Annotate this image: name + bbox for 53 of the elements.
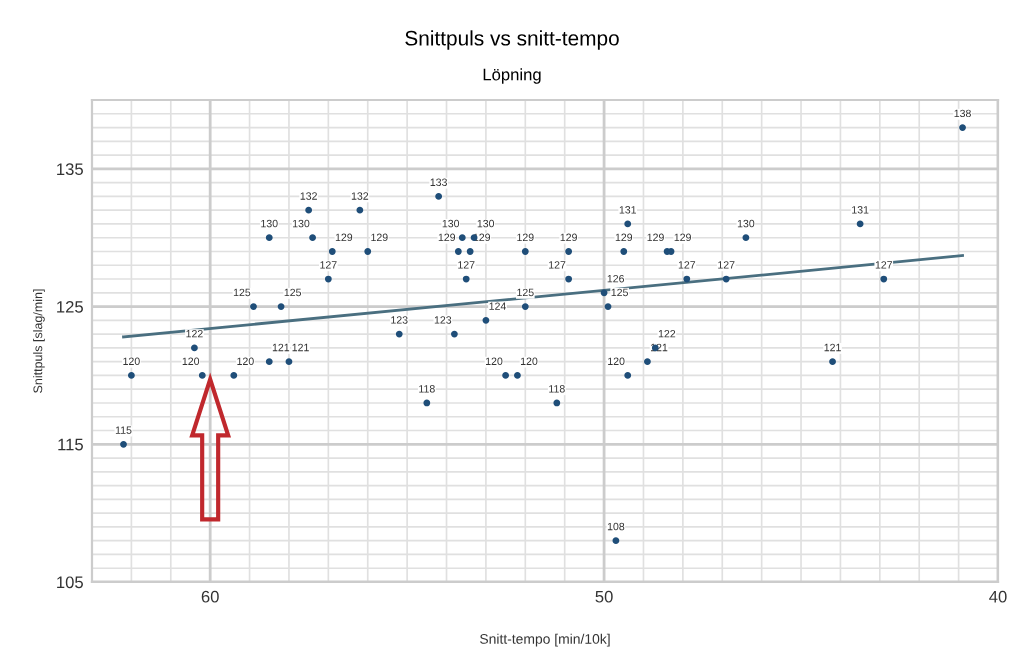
point — [565, 275, 573, 283]
point — [230, 372, 238, 379]
point — [120, 440, 127, 448]
y-tick-label: 125 — [57, 300, 83, 313]
point — [742, 234, 750, 242]
point — [451, 330, 458, 338]
x-tick-label: 50 — [595, 590, 613, 603]
chart-title: Snittpuls vs snitt-tempo — [405, 30, 619, 50]
point — [502, 372, 510, 379]
point — [620, 248, 628, 255]
y-tick-label: 135 — [57, 163, 83, 176]
point — [683, 275, 691, 283]
point — [285, 358, 293, 366]
point — [514, 372, 521, 379]
point — [829, 358, 836, 366]
y-tick-label: 105 — [57, 576, 83, 589]
point — [305, 206, 313, 214]
point — [435, 193, 443, 200]
x-tick-label: 40 — [989, 590, 1007, 603]
point — [466, 248, 474, 255]
point — [198, 372, 206, 379]
point — [127, 372, 135, 379]
point — [265, 358, 273, 366]
point — [324, 275, 332, 283]
point — [462, 275, 470, 283]
point — [624, 372, 632, 379]
point — [265, 234, 273, 242]
point — [395, 330, 403, 338]
point — [250, 303, 257, 310]
point — [600, 289, 608, 297]
x-tick-label: 60 — [201, 590, 219, 603]
point — [191, 344, 198, 352]
point — [309, 234, 316, 242]
point — [521, 248, 529, 255]
point — [644, 358, 651, 366]
point — [328, 248, 336, 255]
point — [277, 303, 285, 310]
y-tick-label: 115 — [58, 438, 83, 451]
point — [521, 303, 529, 310]
point — [356, 206, 364, 214]
point — [454, 248, 462, 255]
point — [612, 537, 620, 545]
point — [624, 220, 632, 228]
point — [553, 399, 561, 407]
chart-subtitle: Löpning — [483, 68, 541, 84]
point — [565, 248, 573, 255]
point — [604, 303, 612, 310]
point — [959, 124, 966, 131]
point — [880, 275, 888, 283]
point — [423, 399, 431, 407]
point — [364, 248, 372, 255]
point — [458, 234, 466, 242]
point — [482, 316, 490, 324]
